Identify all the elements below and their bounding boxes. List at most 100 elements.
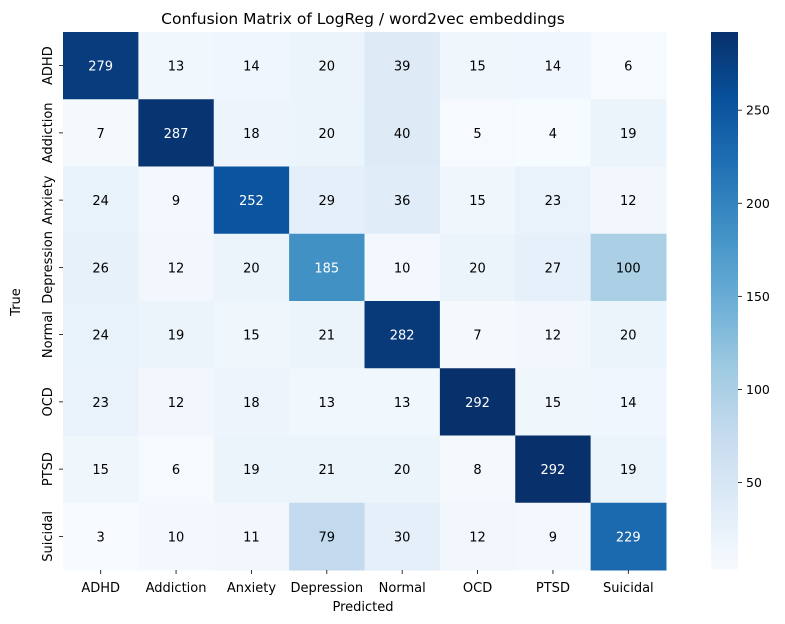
cell-value-label: 20 <box>319 127 336 142</box>
cell-value-label: 13 <box>319 396 336 411</box>
heatmap-cell <box>364 99 441 167</box>
x-axis-label: Predicted <box>332 600 393 615</box>
colorbar-ticks: 50 100 150 200 250 <box>738 103 770 490</box>
heatmap-cell <box>439 368 516 436</box>
cell-value-label: 24 <box>92 194 109 209</box>
heatmap-cell <box>289 301 365 369</box>
y-tick-label: Anxiety <box>41 175 56 225</box>
heatmap-cell <box>213 32 290 100</box>
cell-value-label: 185 <box>314 261 339 276</box>
cell-value-label: 229 <box>616 530 641 545</box>
chart-title: Confusion Matrix of LogReg / word2vec em… <box>161 10 565 28</box>
cell-value-label: 292 <box>541 463 566 478</box>
y-tick-labels: ADHD Addiction Anxiety Depression Normal OCD P… <box>41 46 63 562</box>
heatmap-cell <box>63 99 139 167</box>
cell-value-label: 7 <box>97 127 105 142</box>
heatmap-cell <box>439 301 516 369</box>
heatmap-cell <box>63 502 139 571</box>
cell-value-label: 21 <box>319 329 336 344</box>
cell-value-label: 20 <box>243 261 260 276</box>
cell-value-label: 23 <box>545 194 562 209</box>
heatmap-cell <box>590 233 667 302</box>
cell-value-label: 21 <box>319 463 336 478</box>
heatmap-cell <box>515 166 592 235</box>
heatmap-cell <box>63 233 139 302</box>
cell-value-label: 23 <box>92 396 109 411</box>
heatmap-cell <box>213 368 290 436</box>
colorbar-tick-label: 150 <box>746 289 770 304</box>
heatmap-cell <box>63 301 139 369</box>
cell-value-label: 26 <box>92 261 109 276</box>
cell-value-label: 292 <box>465 396 490 411</box>
cell-value-label: 18 <box>243 396 260 411</box>
heatmap-cell <box>63 435 139 504</box>
heatmap-cell <box>213 301 290 369</box>
cell-value-label: 12 <box>545 329 562 344</box>
heatmap-cell <box>289 502 365 571</box>
heatmap-cell <box>289 166 365 235</box>
y-tick-label: Depression <box>41 231 56 304</box>
heatmap-cell <box>138 99 215 167</box>
heatmap-cell <box>364 32 441 100</box>
y-tick-label: Suicidal <box>41 511 56 562</box>
cell-value-label: 19 <box>620 127 637 142</box>
heatmap-cell <box>213 435 290 504</box>
y-tick-label: PTSD <box>41 452 56 486</box>
cell-value-label: 6 <box>172 463 180 478</box>
heatmap-cell <box>439 99 516 167</box>
heatmap-cell <box>364 502 441 571</box>
heatmap-cell <box>364 435 441 504</box>
cell-value-label: 3 <box>97 530 105 545</box>
heatmap-cell <box>439 32 516 100</box>
cell-value-label: 252 <box>239 194 264 209</box>
heatmap-cell <box>515 32 592 100</box>
heatmap-cell <box>439 166 516 235</box>
cell-value-label: 19 <box>168 329 185 344</box>
colorbar-tick-label: 250 <box>746 103 770 118</box>
cell-value-label: 79 <box>319 530 336 545</box>
cell-value-label: 8 <box>473 463 481 478</box>
cell-value-label: 5 <box>473 127 481 142</box>
heatmap-cell <box>289 368 365 436</box>
cell-value-label: 12 <box>168 261 185 276</box>
heatmap-cell <box>138 166 215 235</box>
cell-value-label: 20 <box>469 261 486 276</box>
x-tick-label: ADHD <box>81 581 120 596</box>
heatmap-cell <box>289 32 365 100</box>
y-axis-label: True <box>9 288 24 317</box>
cell-value-label: 7 <box>473 329 481 344</box>
cell-value-label: 11 <box>243 530 260 545</box>
cell-value-label: 14 <box>620 396 637 411</box>
heatmap-cell <box>515 435 592 504</box>
cell-value-label: 9 <box>549 530 557 545</box>
heatmap-cell <box>289 99 365 167</box>
cell-value-label: 10 <box>394 261 411 276</box>
y-tick-label: OCD <box>41 387 56 416</box>
cell-value-label: 4 <box>549 127 557 142</box>
heatmap-cell <box>213 166 290 235</box>
heatmap-cell <box>138 435 215 504</box>
cell-value-label: 39 <box>394 60 411 75</box>
x-tick-label: OCD <box>463 581 492 596</box>
heatmap-cell <box>138 32 215 100</box>
heatmap-cell <box>364 368 441 436</box>
y-tick-label: Normal <box>41 311 56 358</box>
cell-value-label: 14 <box>545 60 562 75</box>
heatmap-cell <box>138 502 215 571</box>
heatmap-cell <box>590 301 667 369</box>
cell-value-label: 19 <box>620 463 637 478</box>
y-tick-label: Addiction <box>41 102 56 163</box>
heatmap-cell <box>590 368 667 436</box>
x-tick-label: Anxiety <box>227 581 277 596</box>
heatmap-cell <box>515 99 592 167</box>
heatmap-cell <box>364 166 441 235</box>
cell-value-label: 20 <box>319 60 336 75</box>
heatmap-cell <box>63 166 139 235</box>
cell-value-label: 27 <box>545 261 562 276</box>
heatmap-cell <box>439 233 516 302</box>
colorbar <box>711 32 738 570</box>
heatmap-cell <box>289 435 365 504</box>
heatmap-cell <box>590 502 667 571</box>
heatmap-cell <box>590 166 667 235</box>
